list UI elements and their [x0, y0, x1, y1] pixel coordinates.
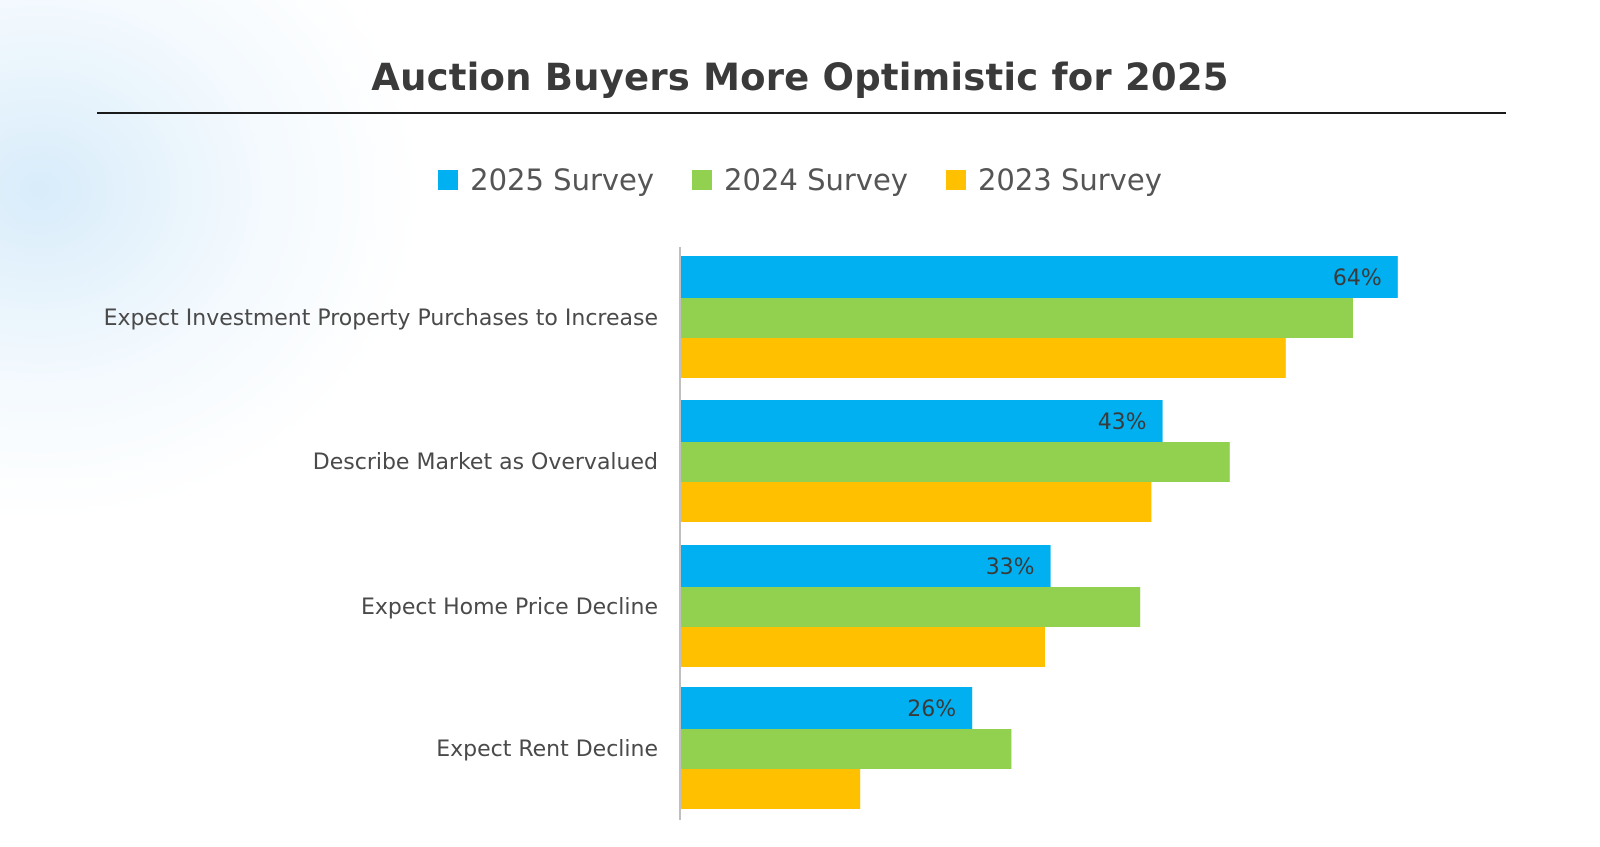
chart-legend: 2025 Survey 2024 Survey 2023 Survey	[0, 163, 1600, 197]
bar-2023-survey-1[interactable]	[681, 482, 1152, 522]
bar-2025-survey-2[interactable]	[681, 545, 1051, 587]
legend-swatch-2024	[692, 170, 713, 190]
data-label: 26%	[907, 697, 956, 722]
bar-2024-survey-0[interactable]	[681, 298, 1353, 338]
category-label: Expect Rent Decline	[436, 737, 658, 762]
category-label: Expect Investment Property Purchases to …	[104, 306, 658, 331]
bar-2024-survey-1[interactable]	[681, 442, 1230, 482]
bar-2025-survey-0[interactable]	[681, 256, 1398, 298]
legend-label-2025: 2025 Survey	[470, 163, 655, 197]
bar-2023-survey-2[interactable]	[681, 627, 1045, 667]
legend-swatch-2025	[438, 170, 459, 190]
data-label: 64%	[1333, 266, 1382, 291]
bar-2025-survey-1[interactable]	[681, 400, 1163, 442]
category-label: Describe Market as Overvalued	[313, 450, 658, 475]
legend-swatch-2023	[945, 170, 966, 190]
legend-label-2024: 2024 Survey	[724, 163, 908, 197]
bar-2023-survey-0[interactable]	[681, 338, 1286, 378]
legend-label-2023: 2023 Survey	[977, 163, 1162, 197]
legend-item-2023[interactable]: 2023 Survey	[945, 163, 1162, 197]
data-label: 33%	[986, 555, 1035, 580]
bar-2025-survey-3[interactable]	[681, 687, 973, 729]
bar-2023-survey-3[interactable]	[681, 769, 861, 809]
data-label: 43%	[1098, 410, 1147, 435]
legend-item-2025[interactable]: 2025 Survey	[438, 163, 654, 197]
bar-2024-survey-2[interactable]	[681, 587, 1141, 627]
category-label: Expect Home Price Decline	[361, 595, 658, 620]
legend-item-2024[interactable]: 2024 Survey	[692, 163, 908, 197]
chart-title: Auction Buyers More Optimistic for 2025	[371, 56, 1229, 99]
title-underline	[97, 112, 1506, 114]
bar-2024-survey-3[interactable]	[681, 729, 1012, 769]
